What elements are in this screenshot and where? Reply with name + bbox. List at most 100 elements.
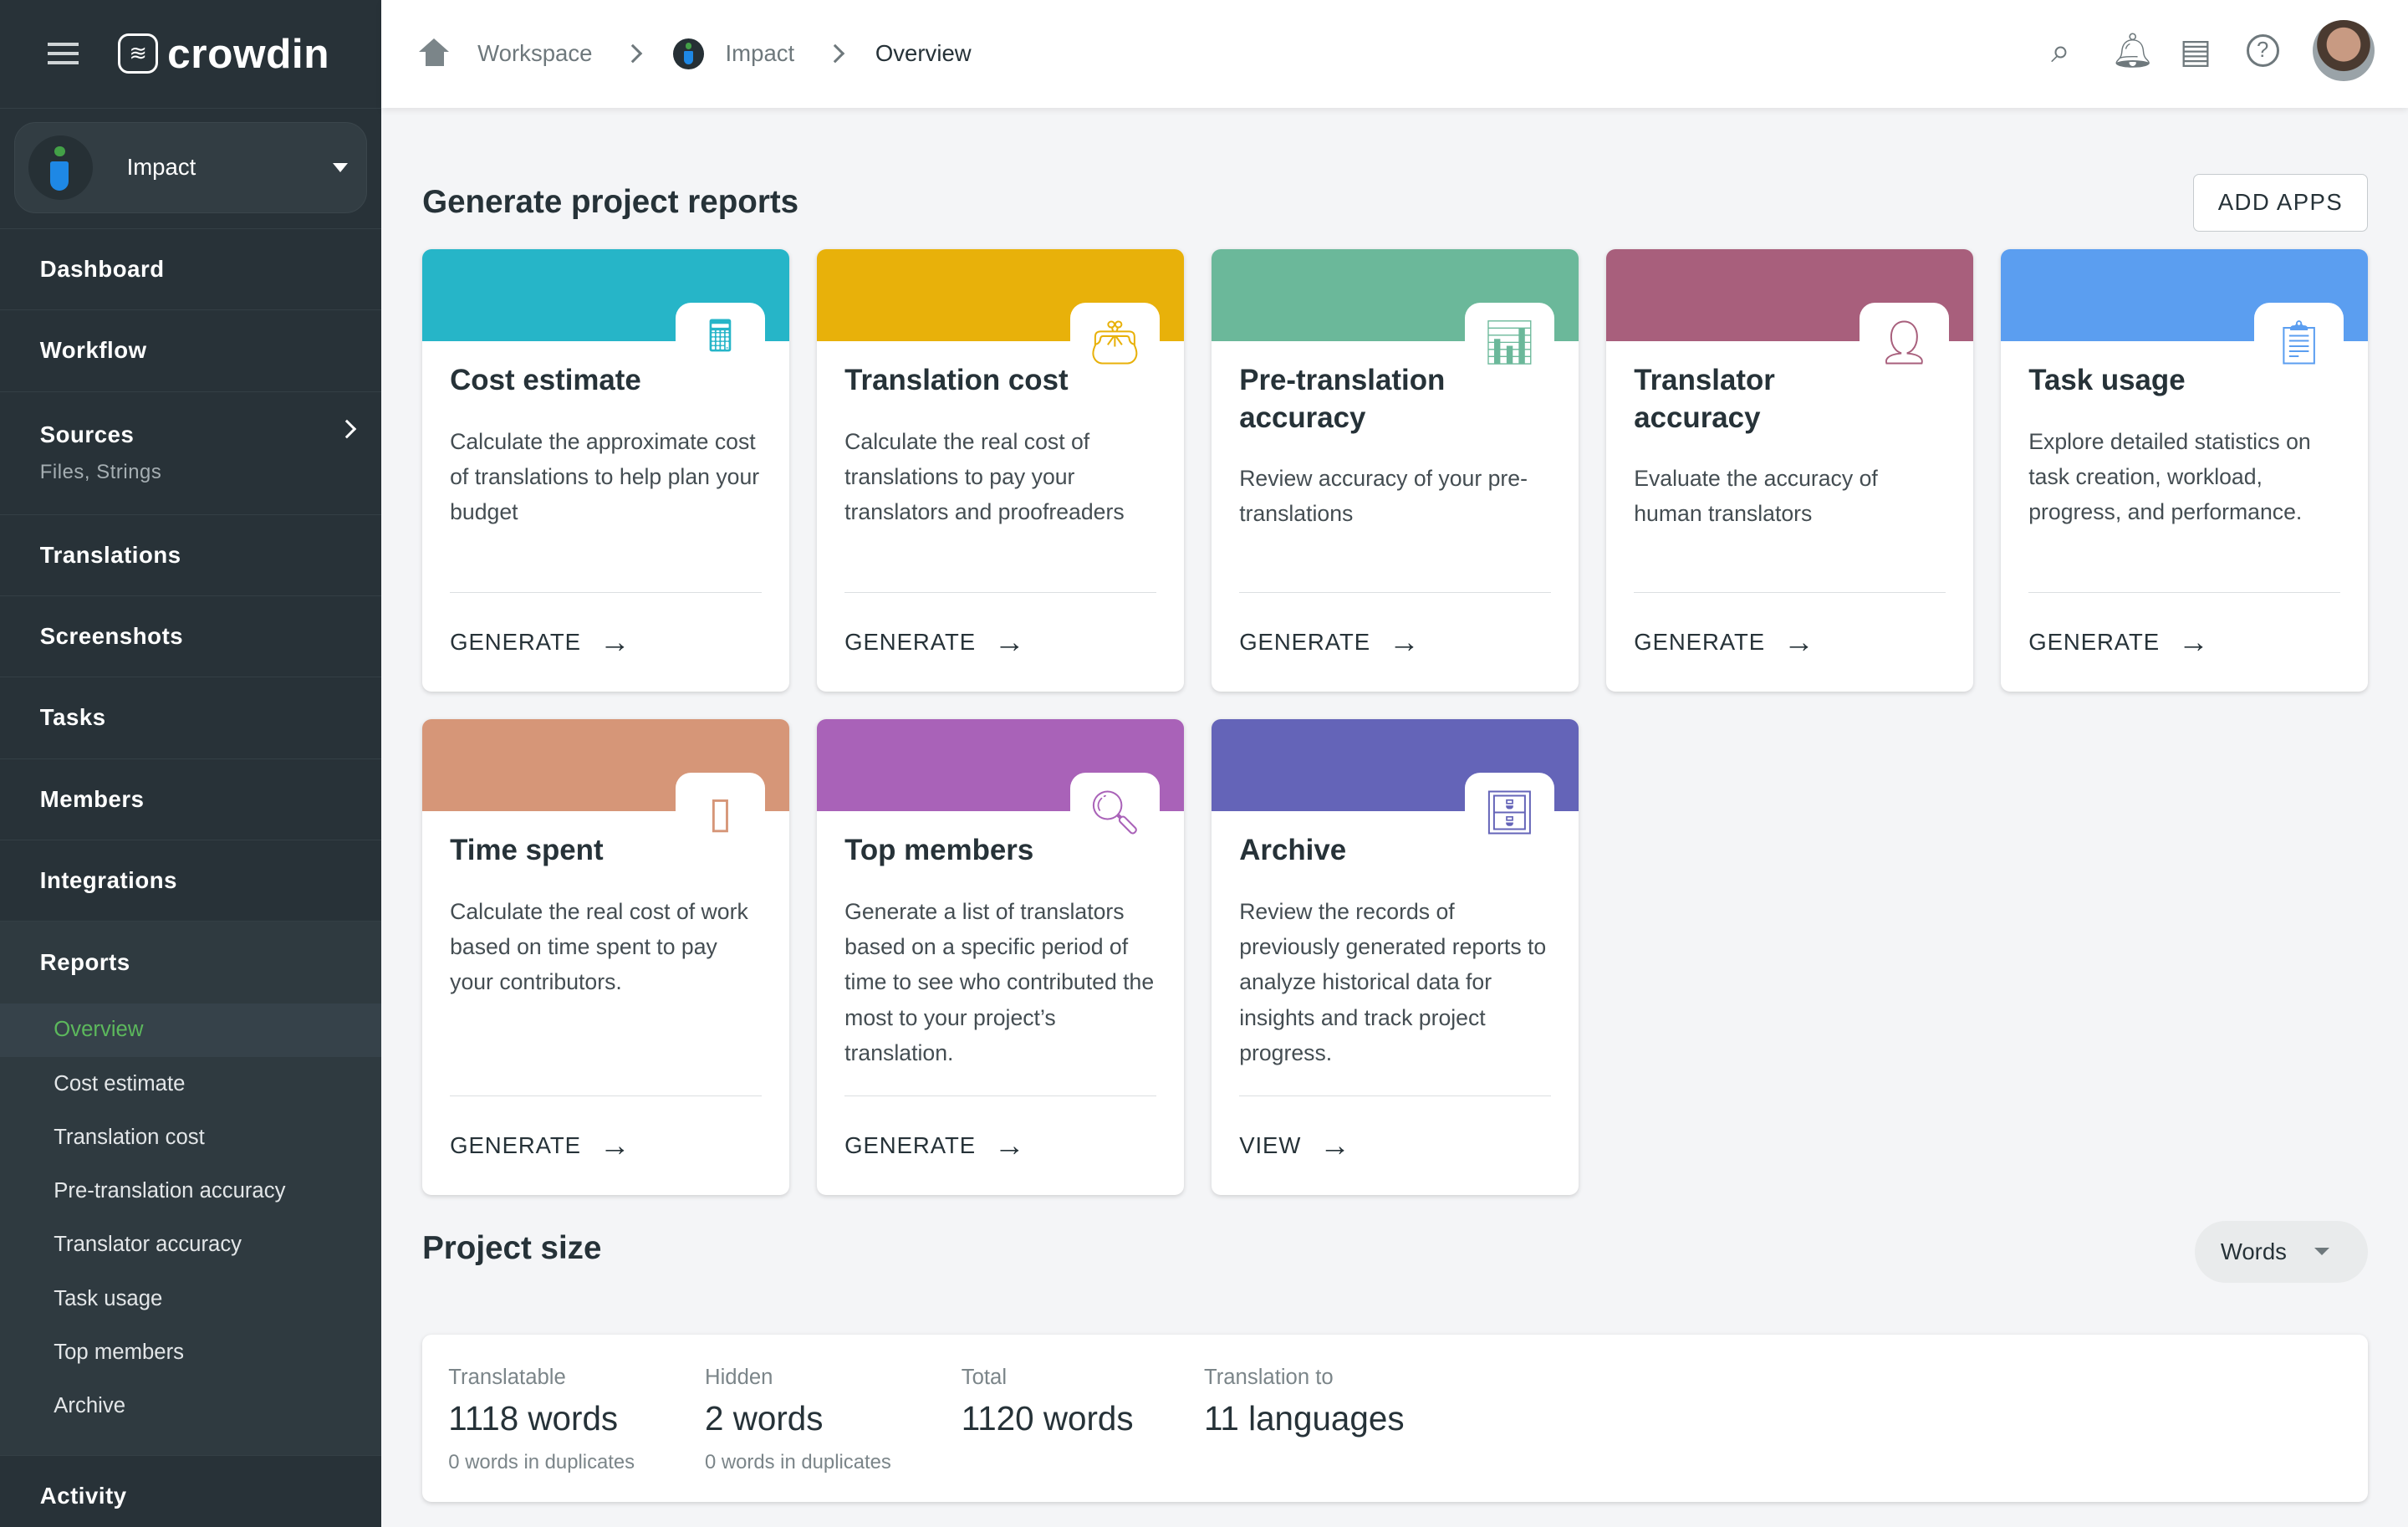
generate-button[interactable]: GENERATE → (2028, 591, 2341, 692)
card-description: Calculate the approximate cost of transl… (450, 428, 760, 525)
report-card-archive: 🗄︎ Archive Review the records of previou… (1212, 718, 1579, 1195)
sources-subtitle: Files, Strings (39, 460, 162, 483)
label: Workflow (39, 337, 147, 364)
search-icon[interactable]: ⌕ (2051, 30, 2070, 69)
label: Integrations (39, 867, 178, 894)
menu-icon[interactable] (47, 43, 79, 65)
report-card-translator-accuracy: 👤︎ Translator accuracy Evaluate the accu… (1606, 248, 1974, 692)
stat-sub: 0 words in duplicates (448, 1450, 635, 1473)
sidebar-subitem-translation-cost[interactable]: Translation cost (54, 1125, 205, 1149)
sidebar-subitem-pre-translation-accuracy[interactable]: Pre-translation accuracy (54, 1179, 286, 1203)
card-title: Translation cost (844, 364, 1069, 397)
label: Tasks (39, 704, 106, 731)
project-selector[interactable]: Impact (13, 122, 367, 213)
stat-value: 2 words (705, 1398, 824, 1438)
label: Members (39, 785, 145, 812)
topbar: Workspace Impact Overview ⌕ 🔔︎ ▤ ? (380, 0, 2408, 108)
sidebar-item-tasks[interactable]: Tasks (0, 677, 381, 759)
add-apps-button[interactable]: ADD APPS (2192, 173, 2369, 232)
sidebar-item-dashboard[interactable]: Dashboard (0, 229, 381, 311)
sidebar-item-reports[interactable]: Reports (0, 922, 381, 1003)
sidebar-subitem-top-members[interactable]: Top members (54, 1340, 184, 1364)
breadcrumb-project[interactable]: Impact (725, 40, 795, 67)
sidebar-item-screenshots[interactable]: Screenshots (0, 596, 381, 678)
sidebar-subitem-cost-estimate[interactable]: Cost estimate (54, 1071, 186, 1095)
action-label: GENERATE (844, 1132, 976, 1159)
label: Reports (39, 948, 130, 975)
stat-label: Translation to (1203, 1365, 1334, 1389)
label: Dashboard (39, 256, 165, 283)
sidebar-item-integrations[interactable]: Integrations (0, 840, 381, 922)
stat-languages: Translation to 11 languages (1204, 1366, 1405, 1438)
report-card-time-spent: ▯ Time spent Calculate the real cost of … (422, 718, 790, 1195)
generate-button[interactable]: GENERATE → (450, 1095, 762, 1195)
report-card-pre-translation-accuracy: 📊︎ Pre-translation accuracy Review accur… (1212, 248, 1579, 692)
generate-button[interactable]: GENERATE → (1634, 591, 1946, 692)
arrow-right-icon: → (1319, 1128, 1351, 1163)
caret-down-icon (332, 162, 348, 172)
arrow-right-icon: → (599, 1128, 631, 1163)
chevron-right-icon (337, 420, 356, 439)
project-size-panel: Translatable 1118 words 0 words in duplica… (422, 1335, 2369, 1503)
stat-translatable: Translatable 1118 words 0 words in duplica… (448, 1366, 635, 1474)
home-icon[interactable] (419, 38, 450, 69)
calculator-icon: 🖩 (676, 302, 765, 383)
action-label: GENERATE (1239, 628, 1371, 655)
help-icon[interactable]: ? (2246, 34, 2279, 68)
stat-label: Total (961, 1365, 1008, 1389)
sidebar-subitem-translator-accuracy[interactable]: Translator accuracy (54, 1233, 242, 1257)
chat-icon[interactable]: ▤ (2179, 31, 2212, 70)
view-button[interactable]: VIEW → (1239, 1095, 1552, 1195)
archive-icon: 🗄︎ (1465, 772, 1554, 853)
card-title: Translator accuracy (1634, 364, 1775, 434)
unit-select[interactable]: Words (2194, 1221, 2369, 1283)
card-description: Review the records of previously generat… (1239, 898, 1547, 1065)
person-chart-icon: 👤︎ (1860, 302, 1949, 383)
report-card-top-members: 🔍︎ Top members Generate a list of transl… (817, 718, 1185, 1195)
sidebar-item-translations[interactable]: Translations (0, 515, 381, 596)
chevron-right-icon (825, 44, 844, 64)
avatar[interactable] (2313, 19, 2375, 82)
breadcrumb-workspace[interactable]: Workspace (477, 40, 593, 67)
crowdin-logo-icon: ≋ (118, 33, 159, 74)
label: Translations (39, 541, 181, 568)
card-description: Generate a list of translators based on … (844, 898, 1155, 1065)
sidebar-item-sources[interactable]: Sources Files, Strings (0, 392, 381, 515)
action-label: GENERATE (844, 628, 976, 655)
stat-label: Hidden (705, 1365, 773, 1389)
action-label: GENERATE (450, 1132, 581, 1159)
stat-hidden: Hidden 2 words 0 words in duplicates (705, 1366, 891, 1474)
generate-button[interactable]: GENERATE → (844, 1095, 1157, 1195)
generate-button[interactable]: GENERATE → (844, 591, 1157, 692)
document-icon: ▯ (676, 772, 765, 853)
sidebar-subitem-task-usage[interactable]: Task usage (54, 1286, 163, 1310)
project-name: Impact (126, 154, 196, 181)
label: Activity (39, 1482, 127, 1509)
bell-icon[interactable]: 🔔︎ (2111, 31, 2155, 70)
caret-down-icon (2314, 1248, 2329, 1256)
action-label: GENERATE (2028, 628, 2161, 655)
generate-button[interactable]: GENERATE → (450, 591, 762, 692)
sidebar: ≋ crowdin Impact Dashboard Workflow Sour… (0, 0, 381, 1527)
card-description: Calculate the real cost of work based on… (450, 898, 748, 995)
action-label: GENERATE (450, 628, 581, 655)
arrow-right-icon: → (599, 624, 631, 659)
crowdin-logo[interactable]: ≋ crowdin (118, 29, 329, 78)
report-card-cost-estimate: 🖩 Cost estimate Calculate the approximat… (422, 248, 790, 692)
arrow-right-icon: → (1783, 624, 1815, 659)
breadcrumb: Workspace Impact Overview (381, 38, 972, 69)
label: Sources (39, 421, 135, 448)
card-title: Time spent (450, 834, 604, 867)
unit-select-value: Words (2220, 1238, 2287, 1264)
sidebar-item-workflow[interactable]: Workflow (0, 310, 381, 392)
label: Screenshots (39, 623, 184, 650)
sidebar-item-members[interactable]: Members (0, 759, 381, 840)
sidebar-subitem-archive[interactable]: Archive (54, 1394, 125, 1418)
generate-button[interactable]: GENERATE → (1239, 591, 1552, 692)
search-people-icon: 🔍︎ (1070, 772, 1160, 853)
sidebar-item-activity[interactable]: Activity (0, 1456, 381, 1527)
sidebar-subitem-overview[interactable]: Overview (0, 1003, 381, 1057)
card-description: Evaluate the accuracy of human translato… (1634, 465, 1878, 527)
action-label: VIEW (1239, 1132, 1302, 1159)
wallet-icon: 👛︎ (1070, 302, 1160, 383)
